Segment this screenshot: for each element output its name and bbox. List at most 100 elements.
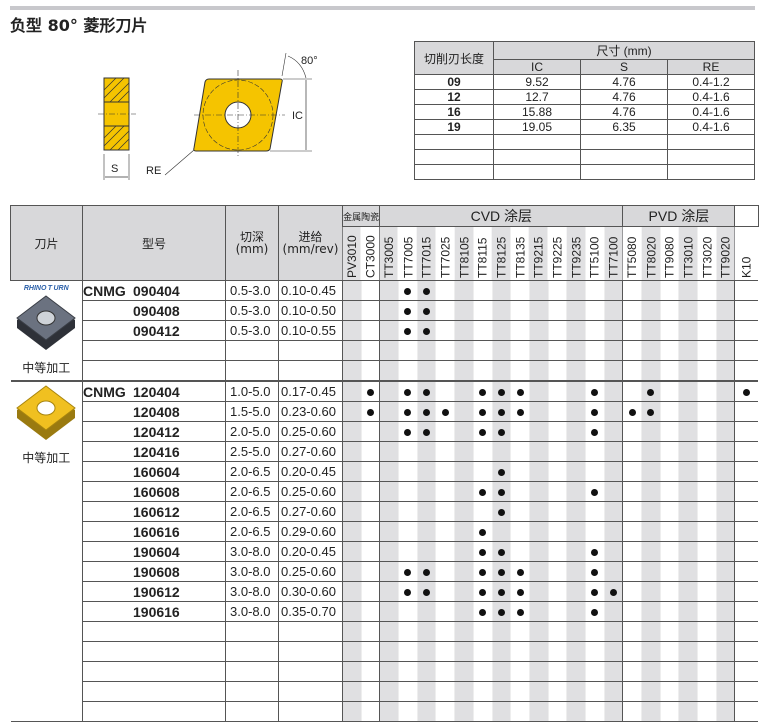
grade-cell — [715, 401, 735, 422]
edge-length-cell: 12 — [414, 89, 494, 105]
grade-cell — [566, 661, 586, 682]
grade-cell — [603, 421, 623, 442]
dims-cell: 4.76 — [580, 104, 668, 120]
grade-cell — [734, 641, 759, 662]
grade-cell — [566, 300, 586, 321]
grade-cell — [528, 280, 549, 301]
grade-cell — [715, 360, 735, 382]
grade-cell — [510, 380, 530, 402]
grade-cell — [715, 641, 735, 662]
grade-cell — [603, 481, 623, 502]
availability-dot — [647, 388, 655, 396]
grade-cell — [435, 300, 455, 321]
availability-dot — [743, 388, 751, 396]
table-row: 190616 3.0-8.0 0.35-0.70 — [11, 601, 759, 622]
grade-header: TT7005 — [398, 226, 418, 281]
grade-cell — [342, 320, 362, 341]
grade-cell — [398, 581, 418, 602]
grade-cell — [510, 661, 530, 682]
grade-cell — [528, 581, 549, 602]
grade-cell — [678, 280, 698, 301]
grade-cell — [528, 340, 549, 361]
grade-cell — [697, 380, 717, 402]
grade-cell — [622, 481, 642, 502]
col-head-size: 尺寸 (mm) — [493, 41, 755, 60]
grade-cell — [622, 340, 642, 361]
grade-cell — [491, 661, 511, 682]
grade-cell — [584, 621, 605, 642]
feed-cell: 0.20-0.45 — [278, 541, 343, 562]
depth-cell: 3.0-8.0 — [225, 581, 279, 602]
model-code: 120416 — [133, 443, 180, 460]
grade-cell — [566, 360, 586, 382]
grade-header: TT8020 — [641, 226, 661, 281]
grade-cell — [435, 601, 455, 622]
grade-cell — [547, 401, 567, 422]
grade-cell — [715, 280, 735, 301]
grade-cell — [435, 320, 455, 341]
grade-cell — [435, 401, 455, 422]
grade-cell — [697, 541, 717, 562]
grade-cell — [454, 441, 474, 462]
depth-cell — [225, 340, 279, 361]
depth-cell: 3.0-8.0 — [225, 601, 279, 622]
grade-cell — [491, 340, 511, 361]
grade-cell — [622, 300, 642, 321]
grade-cell — [697, 661, 717, 682]
model-code: 160616 — [133, 523, 180, 540]
grade-cell — [697, 360, 717, 382]
grade-cell — [360, 541, 380, 562]
grade-cell — [697, 481, 717, 502]
grade-cell — [472, 401, 492, 422]
grade-cell — [697, 461, 717, 482]
grade-header: TT7100 — [604, 226, 623, 281]
grade-cell — [584, 300, 605, 321]
grade-cell — [510, 581, 530, 602]
grade-cell — [435, 280, 455, 301]
grade-cell — [435, 380, 455, 402]
table-row — [11, 661, 759, 682]
grade-cell — [622, 621, 642, 642]
grade-cell — [472, 641, 492, 662]
grade-cell — [342, 621, 362, 642]
grade-cell — [491, 441, 511, 462]
grade-cell — [472, 581, 492, 602]
grade-cell — [566, 541, 586, 562]
grade-cell — [584, 441, 605, 462]
grade-header: CT3000 — [361, 226, 380, 281]
grade-cell — [435, 561, 455, 582]
grade-cell — [379, 360, 399, 382]
model-code: 090408 — [133, 302, 180, 319]
grade-cell — [734, 501, 759, 522]
grade-cell — [491, 501, 511, 522]
grade-cell — [715, 421, 735, 442]
col-head-re: RE — [667, 59, 755, 75]
grade-cell — [547, 300, 567, 321]
grade-cell — [454, 340, 474, 361]
grade-header: TT3010 — [678, 226, 698, 281]
table-row: 160616 2.0-6.5 0.29-0.60 — [11, 521, 759, 542]
grade-cell — [622, 521, 642, 542]
grade-cell — [379, 380, 399, 402]
grade-cell — [641, 300, 661, 321]
grade-cell — [379, 481, 399, 502]
availability-dot — [423, 327, 431, 335]
grade-cell — [398, 661, 418, 682]
dims-row: 19 19.05 6.35 0.4-1.6 — [414, 119, 755, 135]
grade-cell — [416, 300, 436, 321]
availability-dot — [404, 307, 412, 315]
grade-cell — [566, 561, 586, 582]
grade-cell — [472, 681, 492, 702]
grade-cell — [584, 681, 605, 702]
grade-cell — [528, 461, 549, 482]
grade-cell — [659, 641, 679, 662]
grade-cell — [678, 681, 698, 702]
grade-cell — [360, 601, 380, 622]
depth-cell: 3.0-8.0 — [225, 561, 279, 582]
grade-cell — [472, 481, 492, 502]
grade-cell — [472, 541, 492, 562]
grade-cell — [379, 300, 399, 321]
grade-cell — [678, 300, 698, 321]
grade-header: TT9080 — [660, 226, 679, 281]
grade-cell — [641, 401, 661, 422]
